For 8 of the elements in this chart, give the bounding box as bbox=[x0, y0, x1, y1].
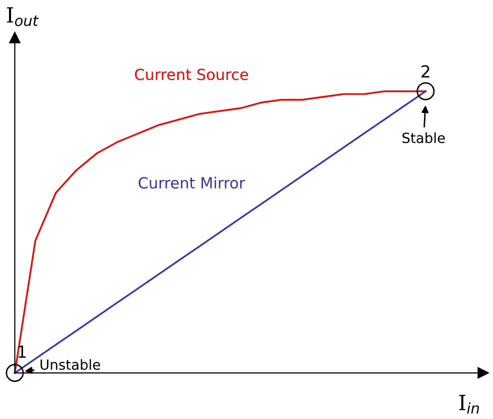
series-label: Current Source bbox=[134, 68, 248, 80]
text: 2 bbox=[422, 65, 430, 78]
series-label: Current Mirror bbox=[138, 176, 246, 189]
y-axis-title: I$_{out}$ bbox=[7, 7, 39, 26]
annotation: 1 bbox=[18, 346, 26, 358]
x-axis-title: I$_{in}$ bbox=[459, 394, 479, 414]
annotation: Unstable bbox=[40, 359, 100, 370]
annotation: Stable bbox=[402, 132, 445, 144]
